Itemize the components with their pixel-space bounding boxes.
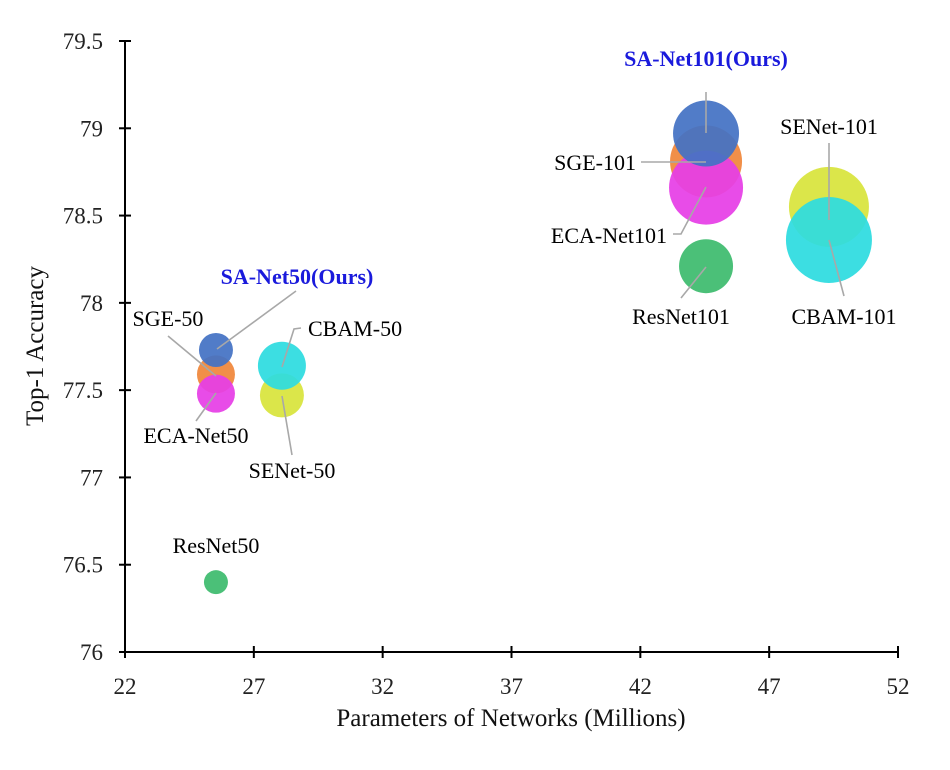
label-sge-101: SGE-101 xyxy=(554,150,636,175)
y-axis-label: Top-1 Accuracy xyxy=(22,266,49,426)
label-senet-101: SENet-101 xyxy=(780,114,878,139)
bubbles xyxy=(196,100,872,595)
label-eca-net50: ECA-Net50 xyxy=(143,423,248,448)
label-sa-net101-ours-: SA-Net101(Ours) xyxy=(624,46,788,71)
y-tick-label: 76.5 xyxy=(63,553,103,578)
leader-line xyxy=(195,392,217,422)
label-sa-net50-ours-: SA-Net50(Ours) xyxy=(221,264,374,289)
leader-line xyxy=(828,239,845,297)
y-tick-label: 79 xyxy=(80,116,103,141)
point-labels: ResNet50 SGE-50 ECA-Net50 SA-Net50(Ours) SEN… xyxy=(133,46,897,558)
label-eca-net101: ECA-Net101 xyxy=(551,223,667,248)
y-tick-label: 78 xyxy=(80,291,103,316)
label-cbam-101: CBAM-101 xyxy=(791,304,896,329)
leader-line xyxy=(281,395,293,456)
x-tick-label: 47 xyxy=(758,674,781,699)
x-tick-label: 42 xyxy=(629,674,652,699)
y-tick-label: 76 xyxy=(80,640,103,665)
bubble-resnet101 xyxy=(679,239,734,294)
leader-line xyxy=(216,290,297,350)
y-tick-label: 79.5 xyxy=(63,29,103,54)
bubble-sa-net50-ours- xyxy=(198,332,233,367)
leader-line xyxy=(281,327,302,368)
leader-lines xyxy=(167,92,845,456)
y-tick-label: 77.5 xyxy=(63,378,103,403)
axes: 76 76.5 77 77.5 78 78.5 79 79.5 22 27 32 37 42 47 52 xyxy=(63,29,910,699)
bubble-sa-net101-ours- xyxy=(673,100,740,167)
x-tick-label: 37 xyxy=(500,674,523,699)
x-tick-label: 22 xyxy=(114,674,137,699)
y-tick-label: 77 xyxy=(80,465,103,490)
x-tick-label: 52 xyxy=(887,674,910,699)
leader-line xyxy=(673,186,707,235)
label-sge-50: SGE-50 xyxy=(133,306,204,331)
x-tick-label: 32 xyxy=(371,674,394,699)
bubble-cbam-101 xyxy=(785,197,872,284)
bubble-resnet50 xyxy=(203,570,228,595)
leader-line xyxy=(167,335,217,377)
x-axis-label: Parameters of Networks (Millions) xyxy=(336,705,685,732)
x-tick-label: 27 xyxy=(242,674,265,699)
label-resnet101: ResNet101 xyxy=(632,304,730,329)
label-resnet50: ResNet50 xyxy=(173,533,260,558)
label-senet-50: SENet-50 xyxy=(249,458,336,483)
label-cbam-50: CBAM-50 xyxy=(308,316,402,341)
y-tick-label: 78.5 xyxy=(63,204,103,229)
leader-line xyxy=(680,266,707,299)
